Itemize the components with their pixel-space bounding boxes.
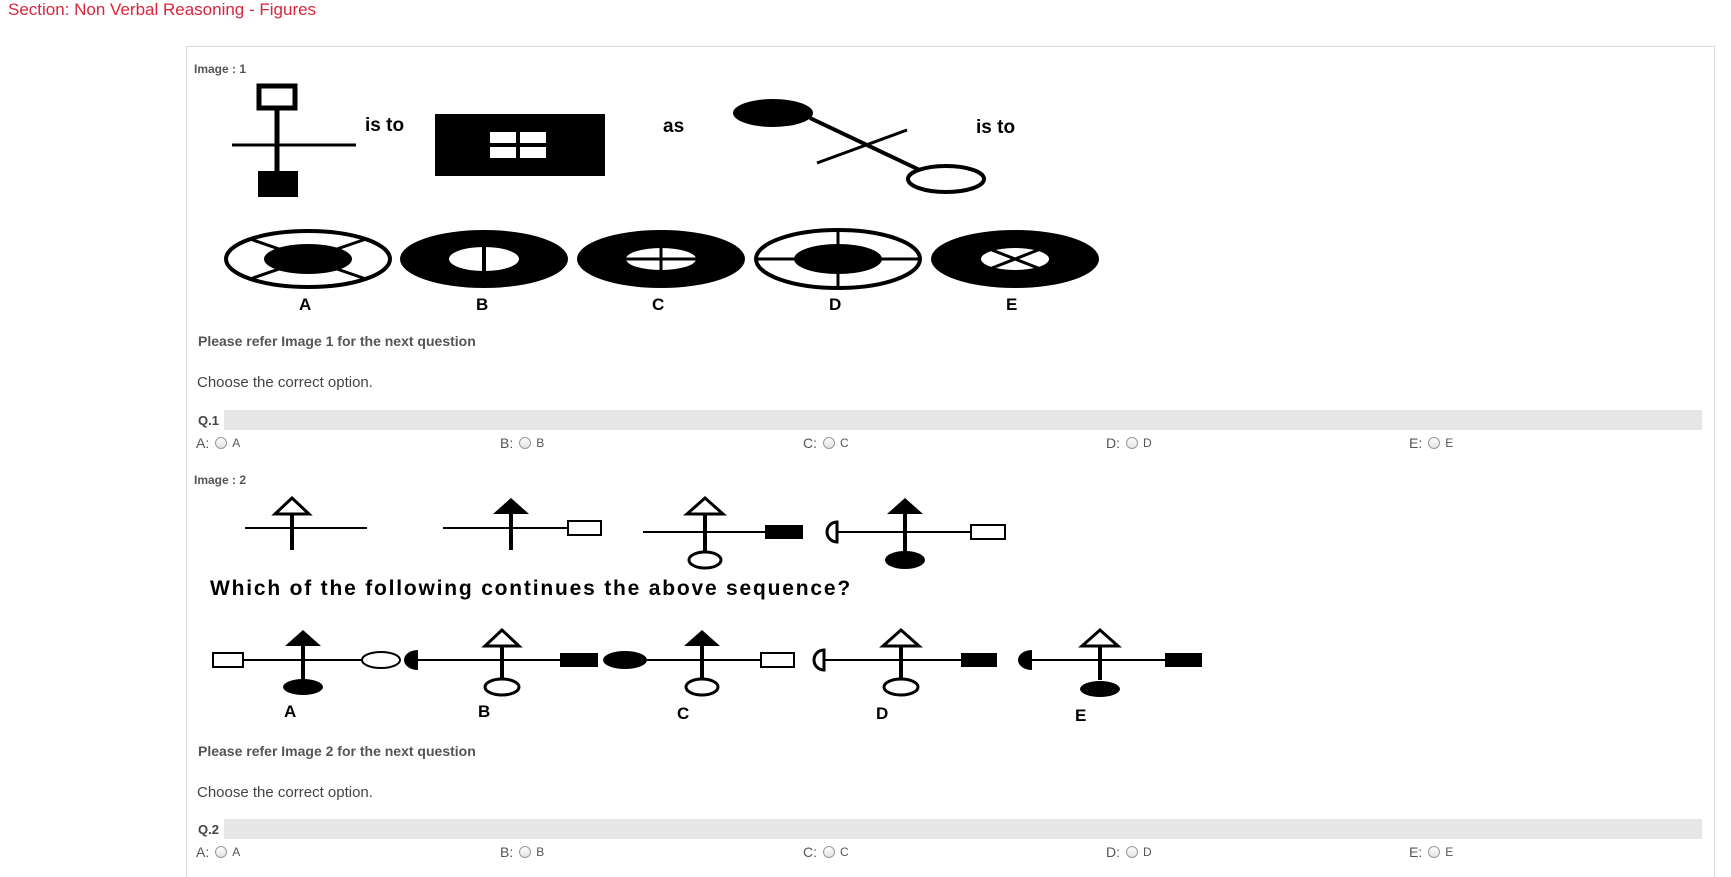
option-key: A: (196, 844, 210, 860)
refer-text: Please refer Image 2 for the next questi… (198, 743, 476, 759)
answer-figure-a (212, 630, 401, 695)
option-key: D: (1106, 435, 1120, 451)
radio-button[interactable] (519, 437, 532, 449)
option-c[interactable]: C: C (803, 435, 849, 451)
question-prompt: Choose the correct option. (197, 374, 373, 391)
option-value: B (536, 436, 545, 450)
answer-figure-b (400, 230, 568, 288)
option-value: E (1445, 845, 1454, 859)
answer-figure-c (603, 630, 795, 697)
answer-letter: D (829, 295, 841, 314)
option-e[interactable]: E: E (1409, 844, 1453, 860)
sequence-figure-1 (245, 495, 367, 550)
radio-button[interactable] (823, 846, 835, 858)
radio-button[interactable] (215, 846, 228, 858)
option-b[interactable]: B: B (500, 844, 544, 860)
question-number: Q.2 (198, 822, 219, 837)
option-key: E: (1409, 435, 1423, 451)
figure-text-is-to-2: is to (976, 117, 1015, 138)
option-value: C (840, 436, 849, 450)
answer-figure-c (577, 230, 745, 288)
answer-letter: B (478, 702, 490, 721)
radio-button[interactable] (1126, 846, 1138, 858)
option-value: D (1143, 845, 1152, 859)
answer-letter: B (476, 295, 488, 314)
question-text-bar (224, 819, 1702, 839)
option-value: E (1445, 436, 1454, 450)
questions-panel (186, 46, 1715, 877)
answer-letter: C (677, 704, 689, 723)
option-key: E: (1409, 844, 1423, 860)
figure-text-is-to: is to (365, 115, 404, 136)
option-value: B (536, 845, 545, 859)
option-key: B: (500, 435, 514, 451)
answer-figure-e (1018, 627, 1202, 697)
answer-letter: D (876, 704, 888, 723)
option-value: D (1143, 436, 1152, 450)
question-2-figure: Which of the following continues the abo… (210, 495, 1202, 725)
answer-figure-d (812, 627, 997, 697)
question-prompt: Choose the correct option. (197, 784, 373, 801)
option-d[interactable]: D: D (1106, 435, 1152, 451)
figure-window-box (435, 114, 605, 176)
answer-letter: E (1075, 706, 1086, 725)
option-value: A (232, 845, 241, 859)
option-key: C: (803, 435, 817, 451)
radio-button[interactable] (1428, 846, 1441, 858)
answer-figure-d (754, 228, 922, 290)
image-label: Image : 1 (194, 62, 247, 76)
option-value: C (840, 845, 849, 859)
sequence-figure-4 (825, 498, 1006, 569)
radio-button[interactable] (1126, 437, 1138, 449)
option-a[interactable]: A: A (196, 435, 240, 451)
section-title: Section: Non Verbal Reasoning - Figures (8, 0, 317, 19)
answer-figure-b (404, 627, 598, 697)
answer-figure-a (224, 229, 392, 289)
option-key: A: (196, 435, 210, 451)
image-label: Image : 2 (194, 473, 247, 487)
figure-text-as: as (663, 116, 684, 137)
answer-letter: A (299, 295, 311, 314)
figure-question-text: Which of the following continues the abo… (210, 577, 852, 600)
answer-figure-e (931, 230, 1099, 288)
question-text-bar (224, 410, 1702, 430)
option-b[interactable]: B: B (500, 435, 544, 451)
figure-cross-circles (733, 99, 986, 194)
answer-letter: E (1006, 295, 1017, 314)
refer-text: Please refer Image 1 for the next questi… (198, 333, 476, 349)
radio-button[interactable] (215, 437, 228, 449)
radio-button[interactable] (1428, 437, 1441, 449)
radio-button[interactable] (519, 846, 532, 858)
sequence-figure-2 (443, 498, 602, 550)
option-value: A (232, 436, 241, 450)
answer-letter: C (652, 295, 664, 314)
option-key: C: (803, 844, 817, 860)
sequence-figure-3 (643, 495, 803, 570)
question-1-figure: is to as is to (224, 83, 1099, 314)
option-key: B: (500, 844, 514, 860)
option-e[interactable]: E: E (1409, 435, 1453, 451)
figure-stick-square (232, 83, 356, 197)
radio-button[interactable] (823, 437, 835, 449)
answer-letter: A (284, 702, 296, 721)
option-key: D: (1106, 844, 1120, 860)
question-number: Q.1 (198, 413, 219, 428)
option-c[interactable]: C: C (803, 844, 849, 860)
